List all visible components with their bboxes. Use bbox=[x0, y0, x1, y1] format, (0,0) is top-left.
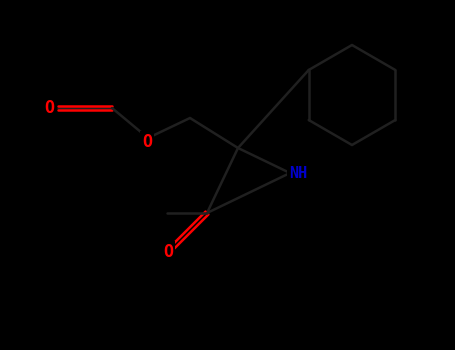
Text: O: O bbox=[163, 243, 173, 261]
Text: O: O bbox=[142, 133, 152, 151]
Text: O: O bbox=[44, 99, 54, 117]
Text: NH: NH bbox=[289, 166, 307, 181]
